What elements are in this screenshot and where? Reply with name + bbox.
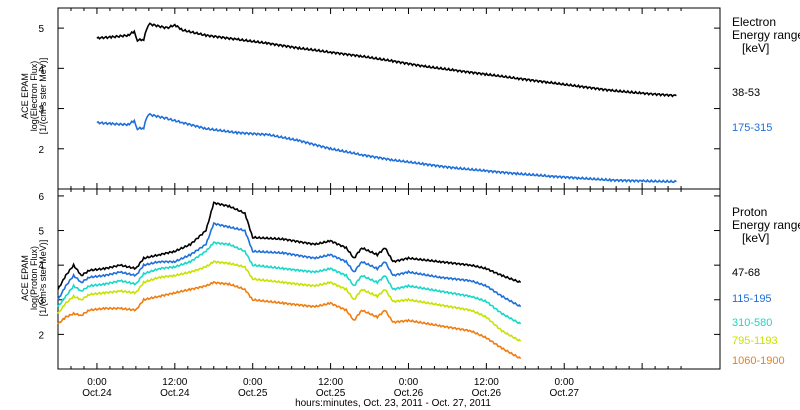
electron-legend-title-line-2: Energy range [732, 28, 800, 42]
electron-legend-entry: 38-53 [732, 87, 760, 99]
proton-ytick-label: 4 [38, 261, 44, 272]
electron-legend-title: Electron Energy range [keV] [732, 15, 800, 55]
proton-legend-title-line-2: Energy range [732, 218, 800, 232]
proton-ytick-label: 5 [38, 227, 44, 238]
chart-dynamic-layer: 234538-53175-315234560:00Oct.2412:00Oct.… [38, 8, 785, 399]
proton-ylabel-line-2: log(Proton Flux) [29, 246, 39, 310]
proton-series-115-195 [57, 222, 522, 308]
electron-ytick-label: 2 [38, 145, 44, 156]
proton-legend-title-line-3: [keV] [742, 231, 769, 245]
electron-ylabel: ACE EPAM log(Electron Flux) [1/(cm²s ste… [20, 58, 48, 135]
electron-ytick-label: 4 [38, 64, 44, 75]
xtick-date-label: Oct.24 [82, 388, 112, 399]
x-axis-title: hours:minutes, Oct. 23, 2011 - Oct. 27, … [295, 398, 491, 409]
electron-legend-title-line-1: Electron [732, 15, 776, 29]
xtick-date-label: Oct.27 [550, 388, 580, 399]
proton-legend-entry: 47-68 [732, 267, 760, 279]
proton-legend-entry: 310-580 [732, 317, 772, 329]
electron-legend-title-line-3: [keV] [742, 41, 769, 55]
proton-legend-entry: 795-1193 [732, 335, 778, 347]
xtick-date-label: Oct.26 [472, 388, 502, 399]
electron-ylabel-line-3: [1/(cm²s ster MeV)] [38, 58, 48, 135]
proton-ylabel-line-3: [1/(cm²s ster MeV)] [38, 240, 48, 317]
xtick-time-label: 0:00 [399, 377, 419, 388]
xtick-time-label: 12:00 [162, 377, 187, 388]
proton-series-47-68 [57, 201, 522, 290]
electron-ylabel-line-1: ACE EPAM [20, 73, 30, 119]
electron-legend-entry: 175-315 [732, 122, 772, 134]
proton-series-795-1193 [57, 260, 522, 342]
xtick-date-label: Oct.26 [394, 388, 424, 399]
proton-legend-title-line-1: Proton [732, 205, 767, 219]
electron-series-175-315 [96, 112, 677, 184]
electron-ylabel-line-2: log(Electron Flux) [29, 61, 39, 132]
proton-ytick-label: 3 [38, 296, 44, 307]
electron-ytick-label: 5 [38, 24, 44, 35]
proton-ylabel-line-1: ACE EPAM [20, 255, 30, 301]
xtick-date-label: Oct.25 [238, 388, 268, 399]
proton-legend-entry: 1060-1900 [732, 355, 785, 367]
xtick-time-label: 12:00 [318, 377, 343, 388]
proton-panel-frame [57, 188, 721, 370]
proton-ylabel: ACE EPAM log(Proton Flux) [1/(cm²s ster … [20, 240, 48, 317]
proton-legend-title: Proton Energy range [keV] [732, 205, 800, 245]
proton-series-1060-1900 [57, 280, 522, 360]
proton-ytick-label: 2 [38, 330, 44, 341]
xtick-time-label: 0:00 [243, 377, 263, 388]
electron-series-38-53 [96, 22, 677, 98]
xtick-time-label: 0:00 [87, 377, 107, 388]
xtick-date-label: Oct.24 [160, 388, 190, 399]
xtick-date-label: Oct.25 [316, 388, 346, 399]
proton-series-310-580 [57, 241, 522, 325]
xtick-time-label: 0:00 [555, 377, 575, 388]
xtick-time-label: 12:00 [474, 377, 499, 388]
proton-legend-entry: 115-195 [732, 293, 772, 305]
proton-ytick-label: 6 [38, 192, 44, 203]
electron-ytick-label: 3 [38, 105, 44, 116]
